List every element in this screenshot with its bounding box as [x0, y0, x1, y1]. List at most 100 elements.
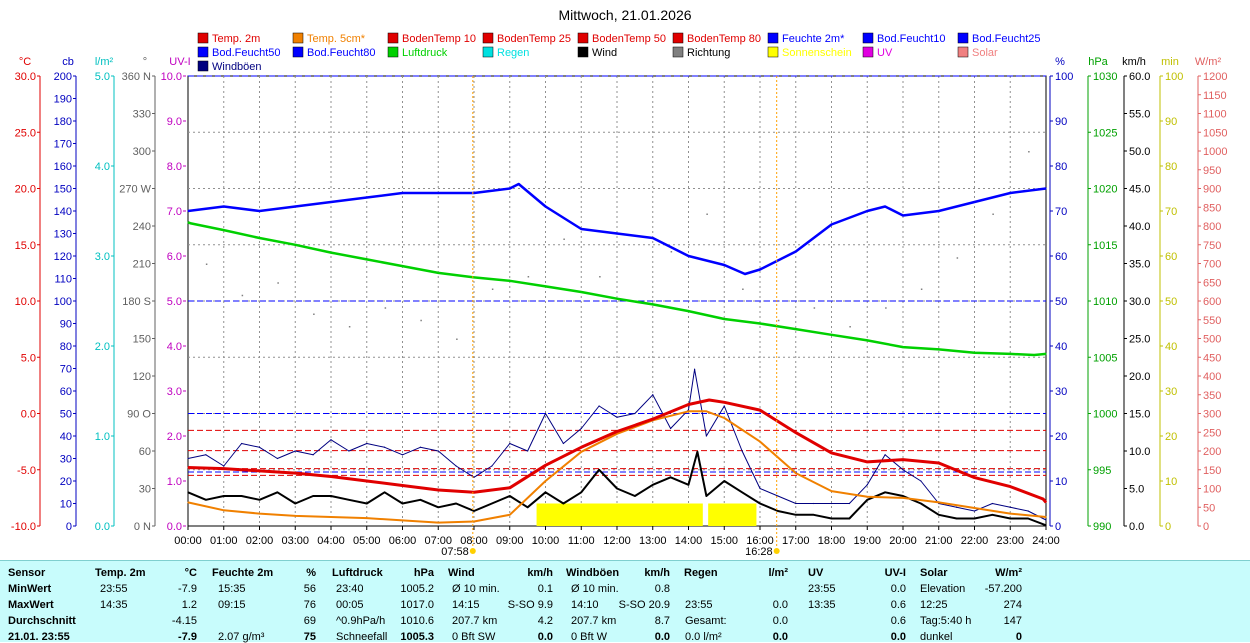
left-axis-tick-label: 210: [133, 259, 151, 271]
series-luftdruck-point: [330, 252, 332, 254]
series-luftdruck-point: [187, 221, 189, 223]
stats-cell: 207.7 km: [571, 615, 617, 627]
legend-swatch: [197, 32, 209, 44]
series-temp-5cm-point: [401, 519, 404, 521]
left-axis-unit: °C: [19, 56, 31, 68]
series-temp-2m-point: [616, 430, 618, 433]
direction-point: [599, 276, 601, 278]
legend-swatch: [957, 32, 969, 44]
series-wind-point: [1009, 517, 1011, 520]
stats-cell: 14:15: [452, 599, 480, 611]
right-axis-tick-label: 950: [1203, 165, 1221, 177]
left-axis-tick-label: 80: [60, 341, 72, 353]
series-wind-point: [830, 517, 833, 520]
series-temp-5cm-point: [473, 520, 475, 523]
left-axis-tick-label: 5.0: [21, 352, 36, 364]
stats-cell: 0 Bft W: [571, 631, 608, 643]
series-windboeen-point: [187, 457, 189, 460]
stats-cell: 8.7: [654, 615, 670, 627]
series-feuchte-2m-point: [223, 205, 225, 208]
right-axis-tick-label: 40: [1055, 341, 1067, 353]
series-wind: [187, 450, 1047, 527]
left-axis-tick-label: 0.0: [95, 521, 110, 533]
stats-cell: 56: [303, 583, 316, 595]
right-axis-tick-label: 50: [1165, 296, 1177, 308]
series-windboeen-point: [1045, 519, 1047, 521]
series-temp-2m-point: [437, 489, 439, 491]
series-wind-point: [366, 502, 368, 505]
series-windboeen-point: [562, 442, 564, 445]
stats-header: UV: [808, 567, 824, 579]
series-temp-5cm: [187, 410, 1047, 524]
stats-cell: 0.0: [772, 599, 788, 611]
series-windboeen-point: [830, 502, 833, 505]
right-axis-tick-label: 250: [1203, 427, 1221, 439]
series-feuchte-2m-point: [744, 273, 746, 275]
direction-point: [384, 307, 387, 309]
right-axis-tick-label: 25.0: [1129, 334, 1150, 346]
series-windboeen-point: [294, 450, 296, 452]
series-windboeen-point: [401, 454, 404, 456]
series-windboeen-point: [670, 427, 672, 430]
stats-cell: 0.0 l/m²: [685, 631, 722, 643]
right-axis-tick-label: 20: [1055, 431, 1067, 443]
series-windboeen-point: [312, 454, 314, 456]
left-axis-tick-label: 5.0: [95, 71, 110, 83]
series-temp-5cm-point: [1009, 513, 1011, 515]
series-feuchte-2m-point: [366, 196, 368, 199]
legend-swatch: [672, 46, 684, 58]
series-windboeen-point: [973, 510, 976, 512]
right-axis-tick-label: 70: [1165, 206, 1177, 218]
series-windboeen-point: [544, 412, 547, 415]
series-wind-point: [205, 499, 207, 501]
right-axis-tick-label: 80: [1165, 161, 1177, 173]
series-temp-2m-point: [938, 462, 940, 464]
series-windboeen-point: [884, 454, 886, 456]
right-axis-tick-label: 0: [1203, 521, 1209, 533]
right-axis-tick-label: 1000: [1203, 146, 1227, 158]
left-axis-tick-label: 30: [60, 454, 72, 466]
stats-header: Regen: [684, 567, 718, 579]
series-wind-point: [973, 517, 976, 520]
stats-header: Wind: [448, 567, 475, 579]
left-axis-tick-label: 100: [54, 296, 72, 308]
series-wind-point: [544, 491, 547, 493]
right-axis-tick-label: 750: [1203, 240, 1221, 252]
right-axis-tick-label: 100: [1203, 484, 1221, 496]
right-axis-tick-label: 70: [1055, 206, 1067, 218]
series-temp-2m-point: [902, 459, 904, 461]
series-windboeen-point: [276, 457, 278, 460]
series-temp-2m-point: [187, 466, 189, 469]
right-axis-tick-label: 990: [1093, 521, 1111, 533]
x-tick-label: 21:00: [925, 535, 953, 547]
series-temp-2m-point: [708, 399, 710, 401]
series-feuchte-2m: [187, 182, 1047, 276]
stats-cell: 0.1: [537, 583, 553, 595]
stats-cell: 1005.2: [400, 583, 434, 595]
x-tick-label: 01:00: [210, 535, 238, 547]
series-luftdruck-point: [190, 222, 192, 224]
left-axis-tick-label: 1.0: [167, 476, 182, 488]
series-feuchte-2m-point: [473, 192, 475, 194]
series-wind-point: [902, 495, 904, 497]
left-axis-tick-label: 150: [54, 184, 72, 196]
series-luftdruck-point: [401, 265, 404, 267]
series-luftdruck-point: [544, 285, 547, 287]
x-tick-label: 03:00: [281, 535, 309, 547]
stats-cell: 75: [303, 631, 316, 643]
series-windboeen-point: [455, 465, 457, 467]
stats-header: l/m²: [768, 567, 788, 579]
left-axis-tick-label: 3.0: [167, 386, 182, 398]
series-windboeen-point: [419, 446, 421, 448]
sunrise-icon: [469, 548, 476, 554]
series-wind-point: [741, 491, 743, 493]
series-temp-2m-point: [366, 480, 368, 482]
right-axis-tick-label: 1025: [1093, 127, 1117, 139]
stats-cell: dunkel: [920, 631, 953, 643]
stats-cell: 2.07 g/m³: [218, 631, 265, 643]
series-windboeen-point: [693, 368, 696, 370]
weather-chart: Mittwoch, 21.01.2026 Temp. 2m Temp. 5cm* Bo…: [11, 7, 1228, 558]
direction-point: [205, 263, 208, 265]
stats-cell: -4.15: [171, 615, 197, 627]
left-axis-tick-label: 10.0: [161, 71, 182, 83]
